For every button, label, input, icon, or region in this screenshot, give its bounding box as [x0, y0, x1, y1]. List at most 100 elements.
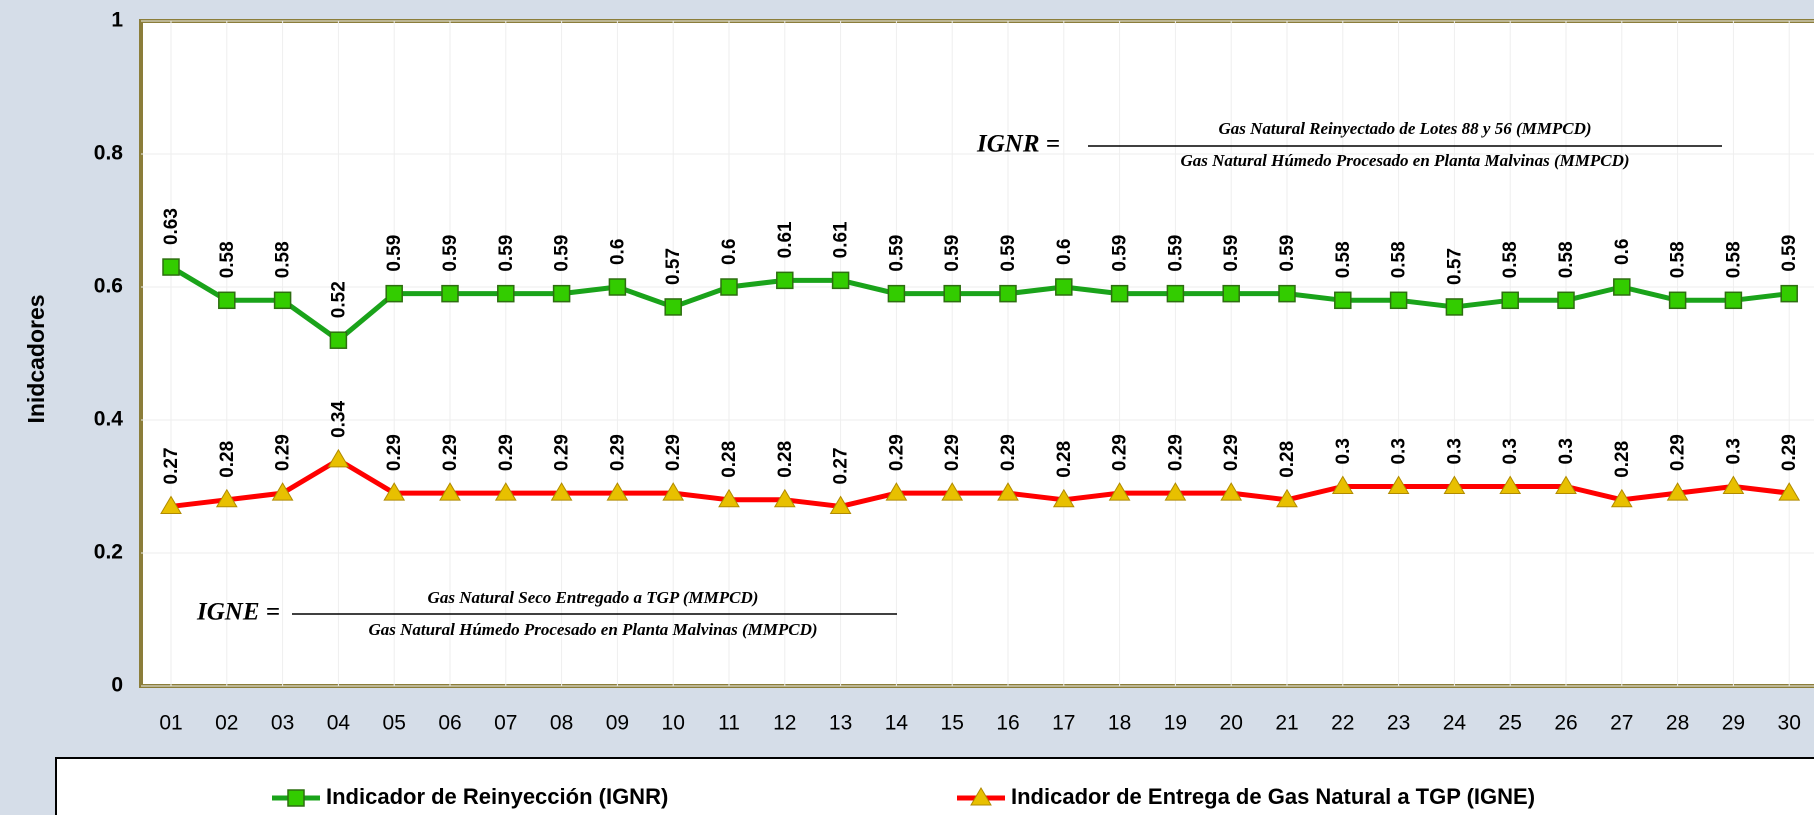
marker	[662, 482, 685, 501]
grid	[141, 20, 1814, 687]
x-tick-label: 17	[1052, 712, 1075, 735]
data-label: 0.29	[998, 434, 1019, 471]
marker	[1724, 291, 1743, 310]
data-label: 0.29	[552, 434, 573, 471]
marker	[1166, 284, 1185, 303]
data-label: 0.28	[1612, 441, 1633, 478]
marker	[829, 495, 852, 514]
marker	[1389, 291, 1408, 310]
marker	[1164, 482, 1187, 501]
data-label: 0.3	[1723, 438, 1744, 464]
data-label: 0.28	[775, 441, 796, 478]
marker	[1499, 475, 1522, 494]
marker	[1220, 482, 1243, 501]
marker	[1722, 475, 1745, 494]
x-tick-label: 04	[327, 712, 351, 735]
marker	[718, 488, 740, 508]
data-label: 0.29	[1668, 434, 1689, 471]
marker	[552, 284, 571, 303]
marker	[494, 482, 517, 501]
marker	[1501, 291, 1519, 310]
data-label: 0.28	[1054, 441, 1075, 478]
data-label: 0.57	[1444, 248, 1465, 285]
data-label: 0.3	[1444, 438, 1465, 464]
marker	[1668, 291, 1687, 310]
marker	[327, 448, 350, 468]
marker	[1052, 488, 1075, 508]
data-label: 0.28	[1277, 441, 1298, 478]
marker	[1666, 482, 1689, 501]
data-label: 0.3	[1333, 438, 1354, 464]
data-label: 0.3	[1556, 438, 1577, 464]
data-label: 0.59	[886, 235, 907, 272]
y-tick-label: 0.4	[94, 408, 124, 431]
x-tick-label: 21	[1275, 712, 1298, 735]
marker	[885, 482, 908, 501]
marker	[999, 284, 1017, 303]
data-label: 0.6	[607, 239, 628, 265]
data-label: 0.27	[831, 447, 852, 484]
marker	[664, 298, 682, 316]
marker	[1108, 482, 1131, 501]
marker	[1334, 291, 1352, 310]
marker	[218, 291, 236, 310]
x-tick-label: 29	[1722, 712, 1745, 735]
marker	[1780, 284, 1798, 303]
formula-lhs: IGNR =	[976, 131, 1060, 158]
marker	[720, 278, 738, 296]
marker	[1778, 482, 1801, 501]
data-label: 0.34	[328, 400, 349, 437]
x-tick-label: 25	[1499, 712, 1522, 735]
marker	[943, 284, 961, 303]
marker	[160, 495, 182, 514]
marker	[1110, 284, 1129, 303]
data-label: 0.61	[775, 221, 796, 258]
data-label: 0.57	[663, 248, 684, 285]
marker	[441, 284, 459, 303]
data-label: 0.29	[384, 434, 405, 471]
data-label: 0.52	[328, 281, 349, 318]
marker	[887, 284, 906, 303]
data-label: 0.58	[1556, 241, 1577, 278]
data-label: 0.59	[1221, 235, 1242, 272]
marker	[383, 482, 406, 501]
x-tick-label: 18	[1108, 712, 1131, 735]
data-label: 0.29	[1165, 434, 1186, 471]
x-tick-label: 28	[1666, 712, 1689, 735]
x-tick-label: 24	[1443, 712, 1467, 735]
data-label: 0.6	[719, 239, 740, 265]
data-label: 0.58	[1333, 241, 1354, 278]
x-tick-label: 10	[662, 712, 685, 735]
marker	[941, 482, 964, 501]
data-label: 0.29	[273, 434, 294, 471]
x-tick-label: 20	[1220, 712, 1243, 735]
x-tick-label: 23	[1387, 712, 1410, 735]
formula-denominator: Gas Natural Húmedo Procesado en Planta M…	[1180, 151, 1629, 170]
data-label: 0.29	[607, 434, 628, 471]
data-label: 0.28	[719, 441, 740, 478]
marker	[831, 271, 850, 290]
data-label: 0.59	[440, 235, 461, 272]
marker	[1276, 488, 1298, 508]
data-label: 0.3	[1500, 438, 1521, 464]
x-tick-label: 16	[996, 712, 1019, 735]
legend	[55, 757, 1814, 815]
x-tick-label: 01	[159, 712, 182, 735]
y-tick-label: 0.8	[94, 142, 124, 165]
marker	[970, 787, 992, 806]
x-tick-label: 03	[271, 712, 294, 735]
data-label: 0.59	[998, 235, 1019, 272]
x-tick-label: 11	[718, 712, 740, 735]
marker	[215, 488, 238, 508]
marker	[773, 488, 796, 508]
data-label: 0.29	[1779, 434, 1800, 471]
marker	[329, 331, 348, 349]
data-label: 0.59	[496, 235, 517, 272]
x-tick-label: 12	[773, 712, 796, 735]
data-label: 0.29	[440, 434, 461, 471]
data-label: 0.29	[663, 434, 684, 471]
plot-area	[139, 19, 1814, 688]
data-label: 0.3	[1389, 438, 1410, 464]
data-label: 0.58	[1389, 241, 1410, 278]
